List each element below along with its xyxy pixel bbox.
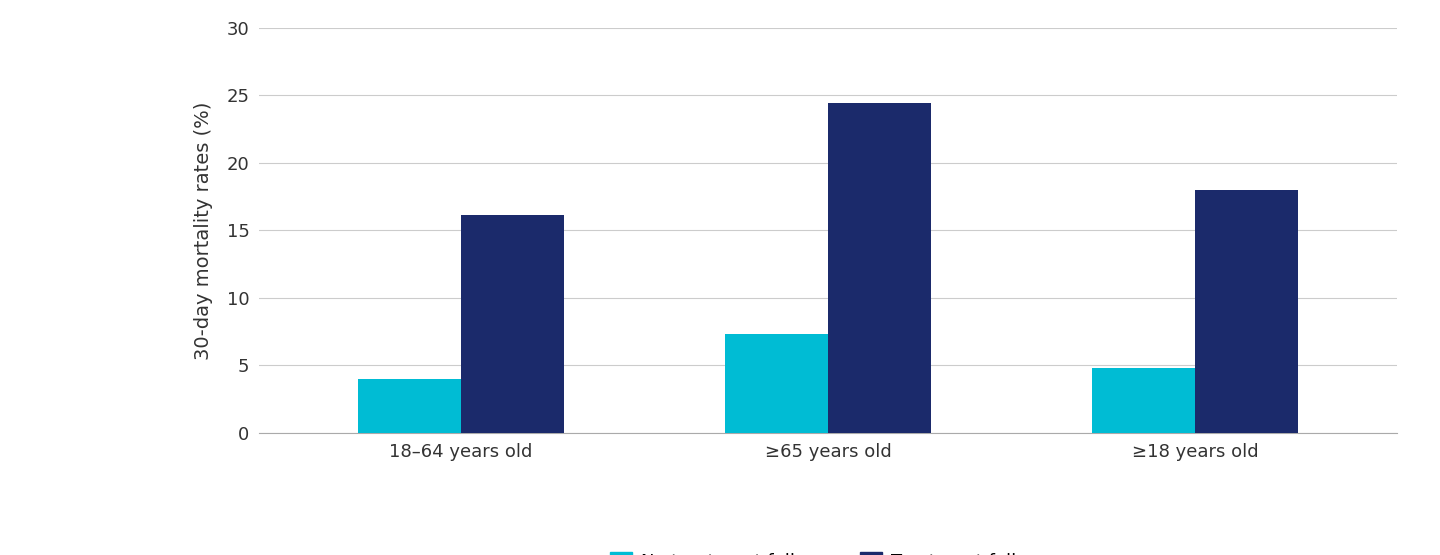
Bar: [461, 215, 564, 433]
Y-axis label: 30-day mortality rates (%): 30-day mortality rates (%): [193, 101, 213, 360]
Bar: [726, 334, 828, 433]
Bar: [1195, 190, 1297, 433]
Legend: No treatment failure, Treatment failure: No treatment failure, Treatment failure: [603, 545, 1053, 555]
Bar: [1092, 368, 1195, 433]
Bar: [828, 103, 930, 433]
Bar: [359, 379, 461, 433]
